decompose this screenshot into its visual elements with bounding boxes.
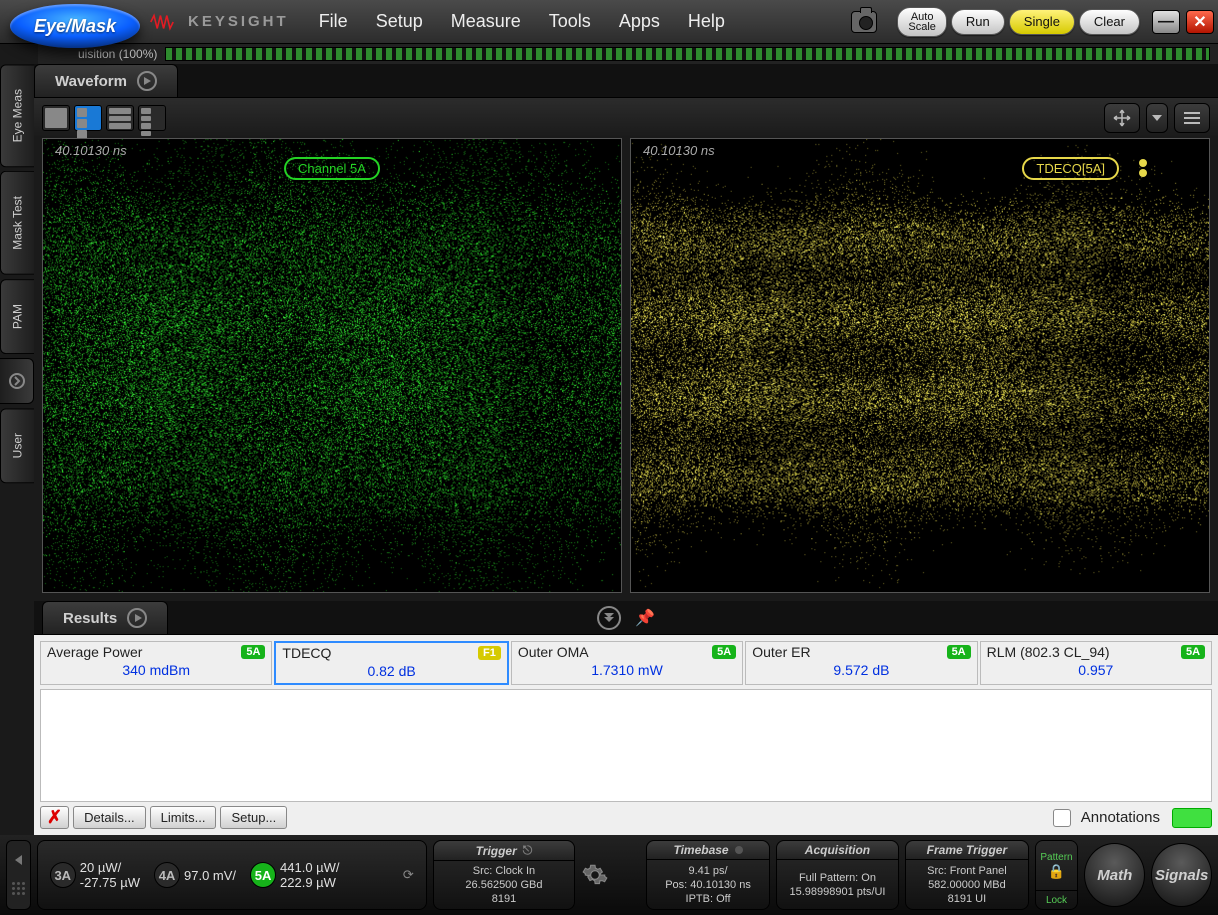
sidetab-eye-meas[interactable]: Eye Meas [0, 64, 34, 167]
menu-tools[interactable]: Tools [549, 11, 591, 32]
frame-trigger-block[interactable]: Frame Trigger Src: Front Panel582.00000 … [905, 840, 1028, 910]
channel-badge-left[interactable]: Channel 5A [284, 157, 380, 180]
pan-dropdown[interactable] [1146, 103, 1168, 133]
results-tab-label: Results [63, 610, 117, 627]
timestamp-left: 40.10130 ns [55, 143, 127, 158]
acquisition-status-ribbon: uisition (100%) [38, 44, 1218, 64]
acquisition-label: uisition (100%) [78, 47, 157, 61]
clear-button[interactable]: Clear [1079, 9, 1140, 35]
layout-rows[interactable] [106, 105, 134, 131]
layout-grid[interactable] [138, 105, 166, 131]
settings-gear-icon[interactable] [581, 840, 609, 910]
results-panel-header: Results 📌 [34, 601, 1218, 635]
layout-single[interactable] [42, 105, 70, 131]
sidetab-user[interactable]: User [0, 408, 34, 483]
single-button[interactable]: Single [1009, 9, 1075, 35]
signals-button[interactable]: Signals [1151, 843, 1212, 907]
menu-setup[interactable]: Setup [376, 11, 423, 32]
pin-icon[interactable]: 📌 [635, 608, 655, 628]
measurement-card[interactable]: Outer OMA5A1.7310 mW [511, 641, 743, 685]
window-close-button[interactable]: ✕ [1186, 10, 1214, 34]
menu-file[interactable]: File [319, 11, 348, 32]
setup-button[interactable]: Setup... [220, 806, 287, 829]
channel-badge-right[interactable]: TDECQ[5A] [1022, 157, 1119, 180]
run-button[interactable]: Run [951, 9, 1005, 35]
waveform-toolbar [34, 98, 1218, 138]
hamburger-menu[interactable] [1174, 103, 1210, 133]
trigger-block[interactable]: Trigger⎋ Src: Clock In26.562500 GBd8191 [433, 840, 575, 910]
marker-dots [1137, 157, 1149, 179]
details-button[interactable]: Details... [73, 806, 146, 829]
channel-block[interactable]: 3A 20 µW/-27.75 µW 4A 97.0 mV/ 5A 441.0 … [37, 840, 427, 910]
autoscale-button[interactable]: Auto Scale [897, 7, 947, 37]
waveform-tab[interactable]: Waveform [34, 64, 178, 97]
brand: KEYSIGHT [150, 12, 289, 32]
pan-tool-button[interactable] [1104, 103, 1140, 133]
timestamp-right: 40.10130 ns [643, 143, 715, 158]
annotations-label: Annotations [1081, 809, 1160, 826]
screenshot-icon[interactable] [851, 11, 877, 33]
window-minimize-button[interactable]: — [1152, 10, 1180, 34]
channel-scroll-left[interactable] [6, 840, 31, 910]
limits-button[interactable]: Limits... [150, 806, 217, 829]
sidetab-mask-test[interactable]: Mask Test [0, 171, 34, 275]
measurement-row: Average Power5A340 mdBmTDECQF10.82 dBOut… [40, 641, 1212, 685]
main-menu: File Setup Measure Tools Apps Help [319, 11, 725, 32]
annotations-toggle[interactable] [1172, 808, 1212, 828]
acquisition-block[interactable]: Acquisition Full Pattern: On15.98998901 … [776, 840, 899, 910]
sidetab-expand[interactable] [0, 358, 34, 404]
results-panel: Average Power5A340 mdBmTDECQF10.82 dBOut… [34, 635, 1218, 835]
measurement-card[interactable]: TDECQF10.82 dB [274, 641, 508, 685]
measurement-card[interactable]: Average Power5A340 mdBm [40, 641, 272, 685]
eye-diagram-area: 40.10130 ns Channel 5A 40.10130 ns TDECQ… [34, 138, 1218, 601]
play-icon[interactable] [137, 71, 157, 91]
measurement-card[interactable]: Outer ER5A9.572 dB [745, 641, 977, 685]
play-icon[interactable] [127, 608, 147, 628]
pattern-lock-block[interactable]: Pattern🔒 Lock [1035, 840, 1079, 910]
channel-5a[interactable]: 5A 441.0 µW/222.9 µW [250, 860, 340, 890]
eye-left[interactable]: 40.10130 ns Channel 5A [42, 138, 622, 593]
sidetab-pam[interactable]: PAM [0, 279, 34, 354]
eye-mask-badge[interactable]: Eye/Mask [10, 4, 140, 48]
side-tabs: Eye Meas Mask Test PAM User [0, 64, 34, 835]
menu-measure[interactable]: Measure [451, 11, 521, 32]
measurement-card[interactable]: RLM (802.3 CL_94)5A0.957 [980, 641, 1212, 685]
timebase-block[interactable]: Timebase 9.41 ps/Pos: 40.10130 nsIPTB: O… [646, 840, 769, 910]
layout-2x2[interactable] [74, 105, 102, 131]
acquisition-marks [165, 47, 1210, 61]
collapse-results-icon[interactable] [597, 606, 621, 630]
waveform-tab-label: Waveform [55, 73, 127, 90]
waveform-panel-header: Waveform [34, 64, 1218, 98]
top-menu-bar: Eye/Mask KEYSIGHT File Setup Measure Too… [0, 0, 1218, 44]
delete-measurement-button[interactable]: ✗ [40, 806, 69, 829]
results-tab[interactable]: Results [42, 601, 168, 634]
menu-apps[interactable]: Apps [619, 11, 660, 32]
channel-4a[interactable]: 4A 97.0 mV/ [154, 862, 236, 888]
status-bar: 3A 20 µW/-27.75 µW 4A 97.0 mV/ 5A 441.0 … [0, 835, 1218, 915]
eye-right[interactable]: 40.10130 ns TDECQ[5A] [630, 138, 1210, 593]
math-button[interactable]: Math [1084, 843, 1145, 907]
annotations-checkbox[interactable] [1053, 809, 1071, 827]
menu-help[interactable]: Help [688, 11, 725, 32]
channel-3a[interactable]: 3A 20 µW/-27.75 µW [50, 860, 140, 890]
results-footer: ✗ Details... Limits... Setup... Annotati… [40, 806, 1212, 829]
